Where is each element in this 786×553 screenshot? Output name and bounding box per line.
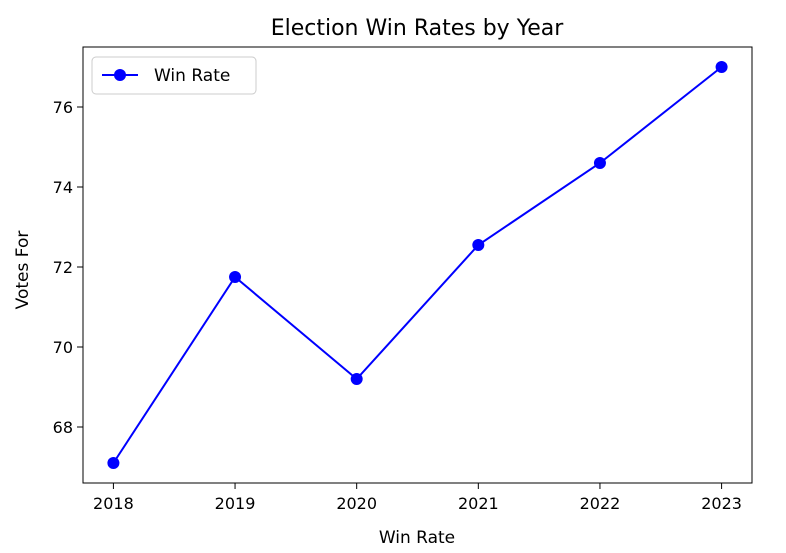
x-tick-label: 2023 [701,494,742,513]
chart-title: Election Win Rates by Year [271,16,565,41]
plot-area-frame [82,46,753,484]
data-point-2023 [715,61,728,73]
y-axis-label: Votes For [13,231,33,310]
data-point-2019 [229,271,242,283]
x-tick-label: 2020 [336,494,377,513]
data-point-2018 [107,457,120,469]
y-tick-label: 70 [53,338,73,357]
legend-label: Win Rate [154,66,230,86]
x-tick-label: 2018 [93,494,134,513]
series-line-win-rate [112,66,723,464]
x-tick-label: 2019 [215,494,256,513]
y-tick-label: 76 [53,98,73,117]
data-point-2020 [350,373,363,385]
y-tick-label: 74 [53,178,73,197]
y-tick-label: 68 [53,418,73,437]
x-tick-label: 2021 [458,494,499,513]
data-point-2022 [593,157,606,169]
legend: Win Rate [91,56,257,95]
y-tick-label: 72 [53,258,73,277]
legend-marker-sample [114,69,126,81]
x-tick-label: 2022 [580,494,621,513]
x-axis-label: Win Rate [379,528,455,548]
data-point-2021 [472,239,485,251]
legend-box [91,56,257,95]
